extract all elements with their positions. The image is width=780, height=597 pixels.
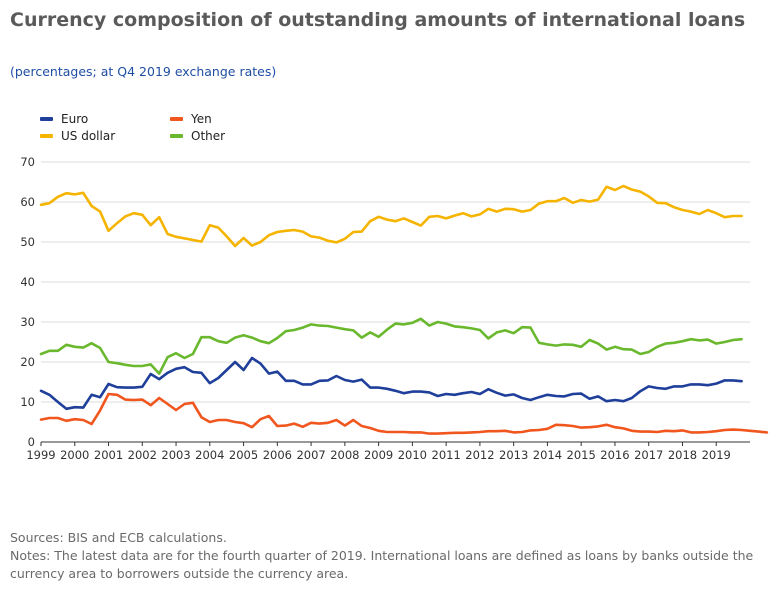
legend-swatch-us-dollar [40, 134, 53, 138]
legend-item-euro: Euro [40, 112, 88, 126]
x-tick-label: 2004 [195, 448, 224, 462]
series-line-euro [39, 356, 743, 411]
line-chart: 0 10 20 30 40 50 60 70 1999 2000 2001 2002 2003 2004 2… [20, 155, 769, 462]
x-tick-label: 2015 [567, 448, 596, 462]
y-tick-label: 30 [20, 315, 35, 329]
legend-swatch-euro [40, 117, 53, 121]
series-line-us-dollar [39, 184, 743, 248]
x-tick-label: 2009 [364, 448, 393, 462]
x-tick-label: 2003 [161, 448, 190, 462]
x-tick-label: 2010 [398, 448, 427, 462]
legend-label-us-dollar: US dollar [61, 129, 116, 143]
chart-legend: Euro Yen US dollar Other [40, 112, 360, 152]
legend-swatch-other [170, 134, 183, 138]
x-tick-label: 2005 [229, 448, 258, 462]
x-tick-label: 2002 [128, 448, 157, 462]
y-tick-label: 70 [20, 155, 35, 169]
x-tick-label: 2011 [432, 448, 461, 462]
legend-item-yen: Yen [170, 112, 212, 126]
notes-text: Notes: The latest data are for the fourt… [10, 548, 754, 581]
x-tick-label: 2014 [533, 448, 562, 462]
x-tick-label: 2019 [702, 448, 731, 462]
chart-subtitle: (percentages; at Q4 2019 exchange rates) [10, 64, 277, 79]
legend-label-euro: Euro [61, 112, 89, 126]
y-tick-label: 60 [20, 195, 35, 209]
x-tick-label: 2018 [668, 448, 697, 462]
legend-label-yen: Yen [191, 112, 212, 126]
y-tick-label: 20 [20, 355, 35, 369]
legend-label-other: Other [191, 129, 226, 143]
x-tick-label: 2016 [600, 448, 629, 462]
x-tick-label: 2001 [94, 448, 123, 462]
x-tick-label: 2000 [60, 448, 89, 462]
y-tick-label: 50 [20, 235, 35, 249]
x-tick-label: 2017 [634, 448, 663, 462]
legend-swatch-yen [170, 117, 183, 121]
series-line-yen [39, 392, 769, 435]
y-tick-label: 40 [20, 275, 35, 289]
chart-notes: Sources: BIS and ECB calculations. Notes… [10, 529, 775, 583]
chart-title: Currency composition of outstanding amou… [10, 9, 746, 31]
legend-item-us-dollar: US dollar [40, 129, 115, 143]
x-tick-label: 2007 [296, 448, 325, 462]
y-tick-label: 0 [28, 435, 35, 449]
x-tick-label: 1999 [26, 448, 55, 462]
x-tick-label: 2012 [465, 448, 494, 462]
y-tick-label: 10 [20, 395, 35, 409]
x-tick-label: 2013 [499, 448, 528, 462]
sources-text: Sources: BIS and ECB calculations. [10, 530, 227, 545]
x-tick-label: 2008 [330, 448, 359, 462]
series-line-other [39, 317, 743, 375]
x-tick-label: 2006 [263, 448, 292, 462]
legend-item-other: Other [170, 129, 225, 143]
